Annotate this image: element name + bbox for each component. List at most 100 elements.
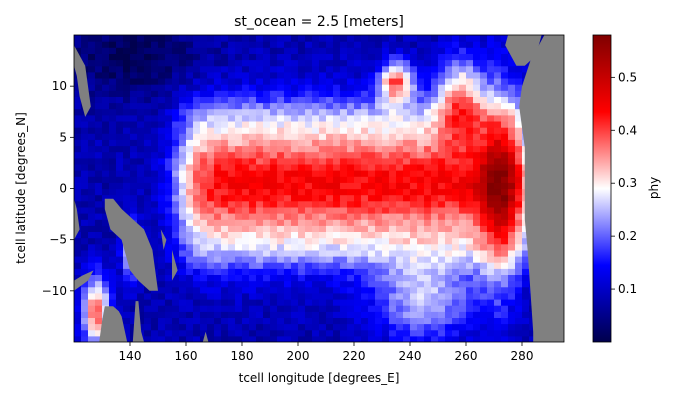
heatmap-cell — [207, 84, 215, 91]
heatmap-cell — [403, 243, 411, 251]
heatmap-cell — [95, 219, 103, 226]
heatmap-cell — [403, 305, 411, 312]
heatmap-cell — [445, 335, 453, 342]
heatmap-cell — [473, 262, 481, 269]
heatmap-cell — [452, 329, 460, 337]
heatmap-cell — [319, 237, 327, 245]
heatmap-cell — [95, 176, 103, 183]
heatmap-cell — [95, 249, 103, 257]
heatmap-cell — [396, 84, 404, 91]
heatmap-cell — [403, 96, 411, 104]
heatmap-cell — [144, 35, 152, 36]
heatmap-cell — [417, 206, 425, 214]
heatmap-cell — [116, 139, 124, 147]
heatmap-cell — [263, 157, 271, 165]
heatmap-cell — [256, 335, 264, 342]
heatmap-cell — [501, 274, 509, 282]
heatmap-cell — [361, 268, 369, 275]
heatmap-cell — [270, 96, 278, 104]
heatmap-cell — [235, 292, 243, 300]
heatmap-cell — [424, 176, 432, 183]
heatmap-cell — [186, 329, 194, 337]
heatmap-cell — [235, 286, 243, 294]
heatmap-cell — [235, 323, 243, 331]
heatmap-cell — [74, 96, 82, 104]
heatmap-cell — [151, 84, 159, 91]
heatmap-cell — [249, 35, 257, 42]
heatmap-cell — [151, 206, 159, 214]
heatmap-cell — [158, 280, 166, 288]
heatmap-cell — [480, 182, 488, 190]
heatmap-cell — [340, 274, 348, 282]
heatmap-cell — [396, 47, 404, 54]
heatmap-cell — [74, 262, 82, 269]
heatmap-cell — [298, 243, 306, 251]
heatmap-cell — [144, 157, 152, 165]
heatmap-cell — [284, 102, 292, 110]
heatmap-cell — [186, 274, 194, 282]
land-mass — [74, 45, 91, 117]
heatmap-cell — [172, 53, 180, 61]
heatmap-cell — [200, 139, 208, 147]
heatmap-cell — [473, 299, 481, 306]
heatmap-cell — [256, 133, 264, 140]
heatmap-cell — [186, 47, 194, 54]
heatmap-cell — [186, 286, 194, 294]
heatmap-cell — [277, 121, 285, 128]
heatmap-cell — [368, 59, 376, 67]
land-mass — [132, 301, 144, 342]
heatmap-cell — [123, 268, 131, 275]
heatmap-cell — [424, 188, 432, 196]
heatmap-cell — [431, 311, 439, 318]
heatmap-cell — [494, 256, 502, 263]
heatmap-cell — [277, 151, 285, 159]
heatmap-cell — [361, 237, 369, 245]
heatmap-cell — [221, 41, 229, 48]
heatmap-cell — [452, 194, 460, 202]
heatmap-cell — [417, 286, 425, 294]
heatmap-cell — [340, 139, 348, 147]
heatmap-cell — [298, 78, 306, 85]
heatmap-cell — [438, 102, 446, 110]
heatmap-cell — [501, 317, 509, 325]
heatmap-cell — [263, 163, 271, 171]
heatmap-cell — [494, 213, 502, 220]
heatmap-cell — [466, 176, 474, 183]
heatmap-cell — [207, 299, 215, 306]
heatmap-cell — [501, 90, 509, 97]
heatmap-cell — [508, 84, 516, 91]
heatmap-cell — [284, 176, 292, 183]
heatmap-cell — [466, 71, 474, 79]
heatmap-cell — [389, 145, 397, 153]
heatmap-cell — [361, 249, 369, 257]
heatmap-cell — [347, 286, 355, 294]
heatmap-cell — [235, 188, 243, 196]
heatmap-cell — [417, 114, 425, 122]
heatmap-cell — [277, 96, 285, 104]
heatmap-cell — [508, 139, 516, 147]
heatmap-cell — [522, 335, 530, 342]
heatmap-cell — [214, 256, 222, 263]
heatmap-cell — [270, 133, 278, 140]
heatmap-cell — [270, 335, 278, 342]
heatmap-cell — [501, 256, 509, 263]
heatmap-cell — [298, 256, 306, 263]
heatmap-cell — [172, 206, 180, 214]
heatmap-cell — [298, 213, 306, 220]
heatmap-cell — [214, 194, 222, 202]
heatmap-cell — [417, 108, 425, 116]
heatmap-cell — [487, 47, 495, 54]
heatmap-cell — [137, 35, 145, 36]
heatmap-cell — [494, 329, 502, 337]
heatmap-cell — [375, 188, 383, 196]
heatmap-cell — [389, 329, 397, 337]
heatmap-cell — [151, 225, 159, 232]
heatmap-cell — [242, 157, 250, 165]
heatmap-cell — [249, 335, 257, 342]
heatmap-cell — [424, 170, 432, 177]
heatmap-cell — [186, 249, 194, 257]
heatmap-cell — [508, 182, 516, 190]
heatmap-cell — [326, 151, 334, 159]
heatmap-cell — [396, 335, 404, 342]
heatmap-cell — [347, 35, 355, 42]
